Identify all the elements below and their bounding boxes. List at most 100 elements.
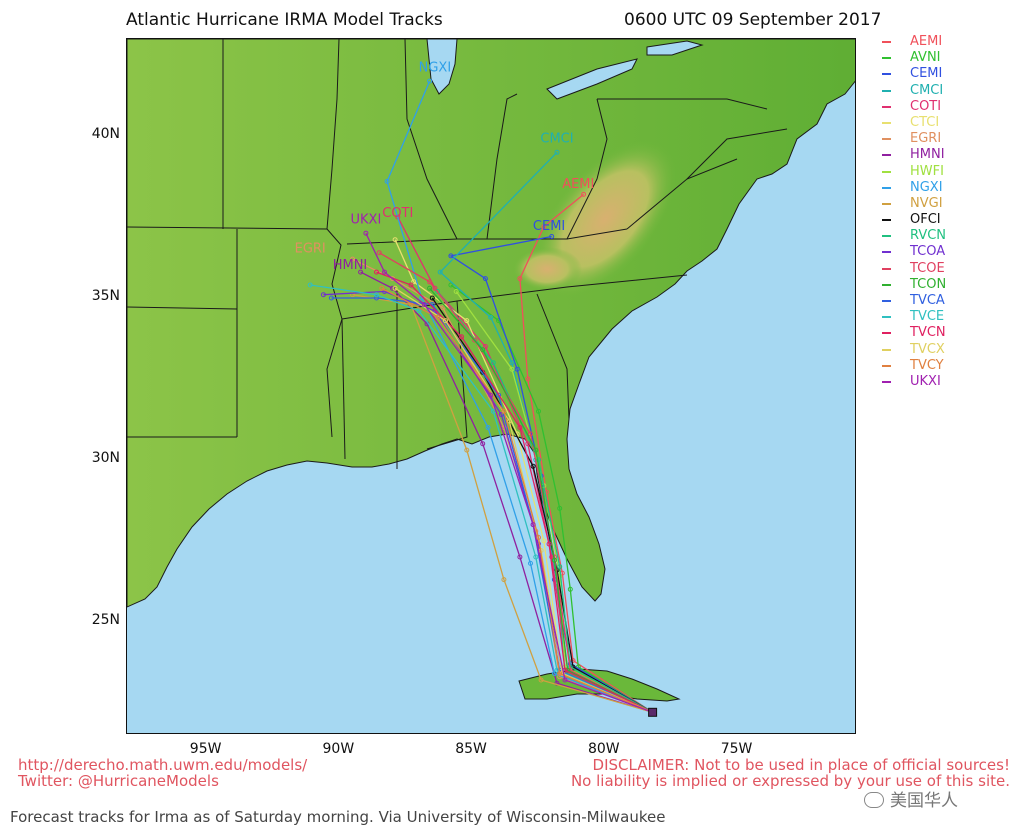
track-label-hmni: HMNI bbox=[333, 258, 368, 273]
lake-erie bbox=[546, 58, 638, 100]
track-point-hmni bbox=[390, 285, 395, 291]
legend-item: AEMI bbox=[882, 34, 1022, 50]
legend-item: TVCN bbox=[882, 325, 1022, 341]
legend-label: UKXI bbox=[910, 373, 941, 389]
track-point-ukxi bbox=[421, 302, 427, 307]
track-tvcy bbox=[381, 287, 653, 713]
legend-swatch bbox=[882, 316, 891, 319]
legend-swatch bbox=[882, 300, 891, 302]
track-hmni bbox=[360, 271, 653, 713]
legend-label: TCON bbox=[910, 276, 947, 292]
legend-item: UKXI bbox=[882, 374, 1022, 390]
legend-label: TCOE bbox=[910, 260, 945, 276]
legend-label: TVCN bbox=[910, 325, 946, 341]
track-point-tcoe bbox=[376, 250, 382, 256]
legend-item: TCOA bbox=[882, 244, 1022, 260]
track-point-tvce bbox=[307, 282, 313, 288]
legend-swatch bbox=[882, 105, 891, 108]
track-point-rvcn bbox=[557, 564, 563, 570]
track-point-tvcy bbox=[501, 408, 507, 414]
state-borders bbox=[127, 39, 788, 469]
track-point-rvcn bbox=[435, 289, 441, 294]
track-point-tvce bbox=[533, 554, 539, 560]
legend-swatch bbox=[882, 73, 891, 76]
track-ukxi bbox=[365, 232, 653, 713]
track-point-ukxi bbox=[382, 269, 387, 275]
track-label-aemi: AEMI bbox=[562, 177, 594, 192]
track-point-ukxi bbox=[363, 230, 369, 236]
track-point-ofci bbox=[530, 463, 536, 469]
track-point-egri bbox=[350, 256, 356, 262]
map-canvas: AEMI CMCI CEMI NGXI UKXI COTI HMNI EGRI bbox=[127, 39, 855, 733]
track-point-tcon bbox=[480, 347, 486, 353]
track-point-egri bbox=[440, 305, 446, 311]
track-point-cmci bbox=[437, 269, 443, 275]
track-label-egri: EGRI bbox=[295, 242, 326, 257]
track-point-ngxi bbox=[551, 671, 557, 676]
track-point-hmni bbox=[480, 441, 486, 447]
model-tracks bbox=[307, 78, 653, 713]
legend-item: TVCE bbox=[882, 309, 1022, 325]
track-tvcn bbox=[376, 271, 653, 713]
legend-item: CEMI bbox=[882, 66, 1022, 82]
track-point-cemi bbox=[549, 234, 555, 239]
track-point-nvgi bbox=[464, 447, 470, 453]
track-point-tvcy bbox=[557, 671, 563, 676]
track-tvce bbox=[310, 284, 653, 713]
lon-label: 90W bbox=[322, 741, 355, 757]
track-point-hwfi bbox=[509, 366, 515, 372]
legend-item: TVCX bbox=[882, 342, 1022, 358]
track-point-tvcy bbox=[536, 535, 541, 540]
model-track-labels: AEMI CMCI CEMI NGXI UKXI COTI HMNI EGRI bbox=[295, 60, 595, 272]
legend-item: AVNI bbox=[882, 50, 1022, 66]
track-nvgi bbox=[352, 294, 653, 713]
track-point-rvcn bbox=[536, 457, 541, 463]
track-point-aemi bbox=[581, 191, 587, 197]
model-legend: AEMI AVNI CEMI CMCI COTI CTCI EGRI HMNI HWFI NGXI… bbox=[882, 34, 1022, 390]
legend-swatch bbox=[882, 267, 891, 270]
legend-item: TVCA bbox=[882, 293, 1022, 309]
track-aemi bbox=[519, 193, 653, 713]
legend-label: NVGI bbox=[910, 195, 943, 211]
track-point-coti bbox=[482, 344, 488, 349]
footer-twitter: Twitter: @HurricaneModels bbox=[18, 772, 219, 790]
track-point-tvcn bbox=[374, 269, 379, 275]
legend-swatch bbox=[882, 202, 891, 205]
legend-label: TVCY bbox=[910, 357, 944, 373]
legend-swatch bbox=[882, 154, 891, 157]
track-point-coti bbox=[525, 441, 531, 447]
smoky-mountains bbox=[512, 247, 582, 291]
track-point-tcoe bbox=[472, 337, 478, 343]
track-point-tvcy bbox=[435, 314, 441, 320]
track-point-tvca bbox=[496, 392, 502, 398]
legend-label: TCOA bbox=[910, 244, 946, 260]
lat-label: 35N bbox=[91, 287, 120, 304]
footer-liability: No liability is implied or expressed by … bbox=[570, 772, 1010, 790]
track-point-nvgi bbox=[538, 677, 544, 683]
footer-url[interactable]: http://derecho.math.uwm.edu/models/ bbox=[18, 756, 308, 774]
track-point-hmni bbox=[517, 554, 523, 560]
legend-swatch bbox=[882, 364, 891, 367]
track-point-ctci bbox=[541, 538, 547, 544]
track-point-cmci bbox=[488, 314, 494, 320]
track-point-tcoa bbox=[320, 292, 326, 298]
track-point-hwfi bbox=[453, 289, 459, 294]
track-point-tvcn bbox=[546, 541, 552, 547]
legend-label: CTCI bbox=[910, 114, 940, 130]
track-point-ofci bbox=[429, 295, 435, 301]
track-point-hmni bbox=[358, 269, 364, 275]
track-point-ctci bbox=[392, 237, 398, 243]
legend-swatch bbox=[882, 219, 891, 222]
legend-swatch bbox=[882, 348, 891, 351]
map-timestamp: 0600 UTC 09 September 2017 bbox=[624, 10, 882, 30]
track-point-cmci bbox=[509, 360, 515, 366]
legend-label: TVCA bbox=[910, 293, 945, 308]
legend-item: TVCY bbox=[882, 358, 1022, 374]
lat-label: 40N bbox=[91, 126, 120, 143]
track-ofci bbox=[431, 297, 653, 713]
track-ngxi bbox=[386, 80, 653, 713]
track-point-ukxi bbox=[488, 392, 494, 398]
legend-label: OFCI bbox=[910, 212, 941, 228]
track-point-tcon bbox=[551, 557, 557, 563]
legend-label: TVCX bbox=[910, 341, 945, 357]
